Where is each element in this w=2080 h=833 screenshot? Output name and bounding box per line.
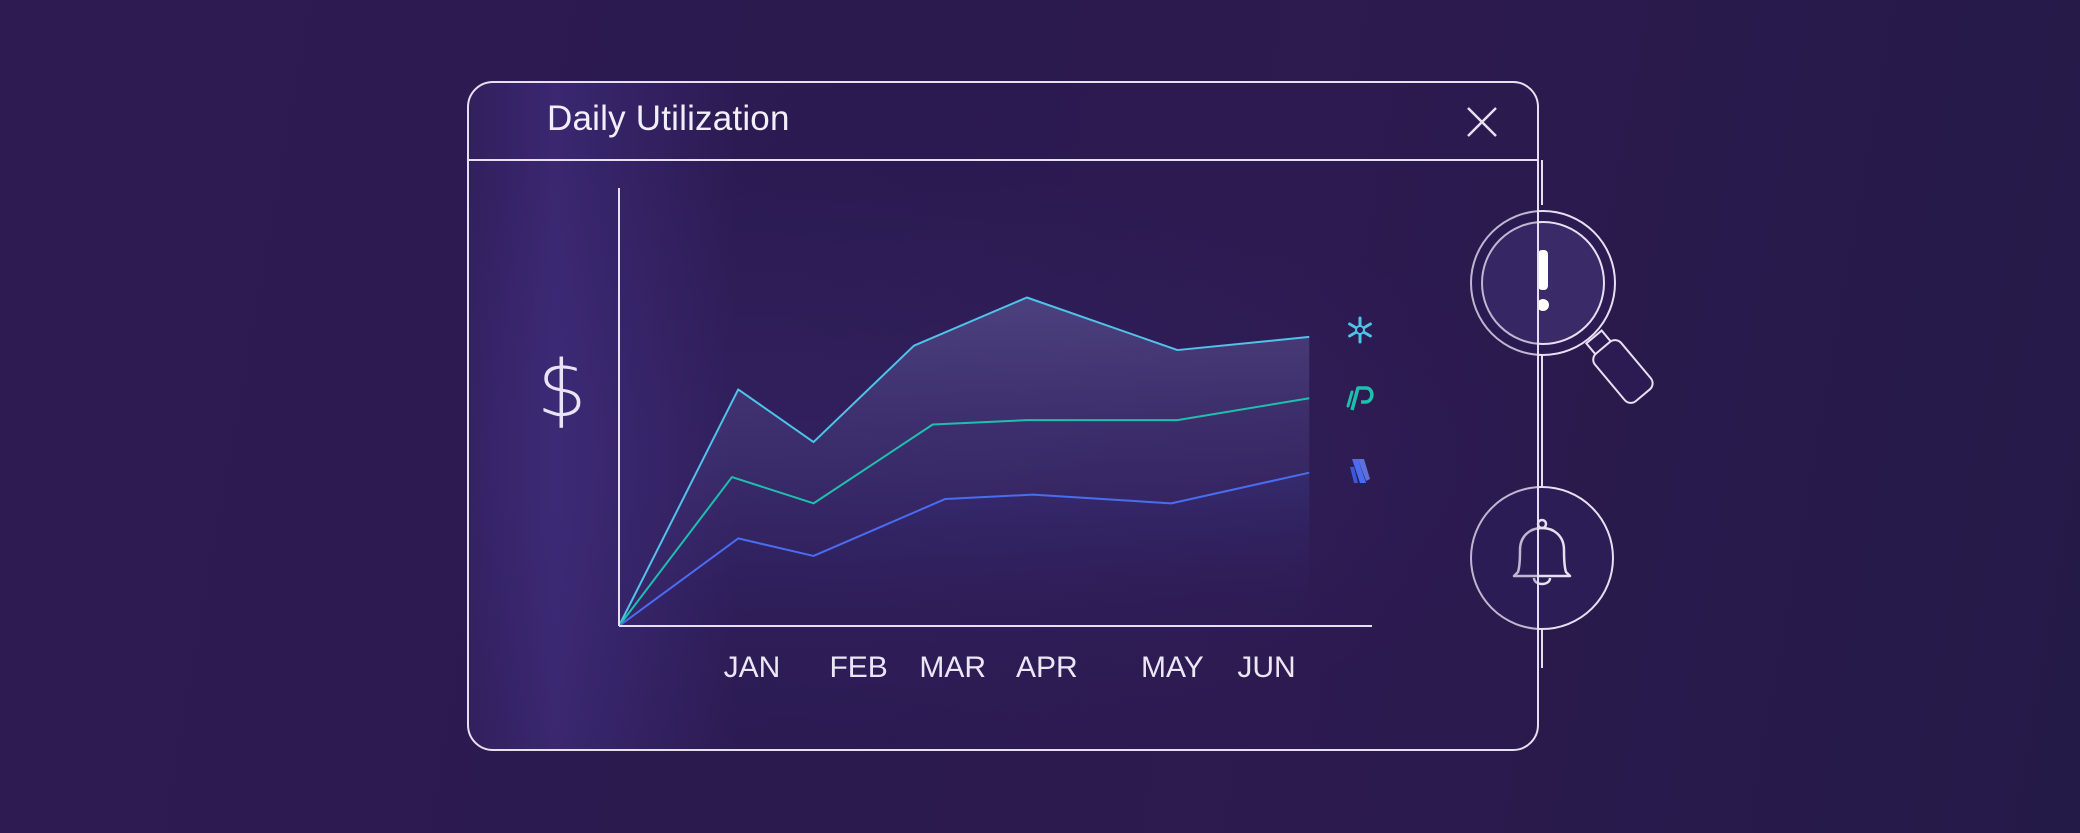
close-icon[interactable] — [1465, 105, 1499, 139]
x-tick-label-jan: JAN — [724, 651, 781, 684]
x-tick-label-mar: MAR — [919, 651, 986, 684]
x-tick-label-may: MAY — [1141, 651, 1204, 684]
p-logo-icon — [1346, 386, 1374, 411]
series-line-2 — [618, 397, 1310, 627]
page-title: Daily Utilization — [547, 99, 790, 138]
series-line-1 — [618, 296, 1310, 627]
x-tick-label-jun: JUN — [1237, 651, 1295, 684]
series-line-3 — [618, 471, 1310, 627]
series-area-fill — [619, 297, 1310, 626]
baseline-area-fill — [619, 472, 1310, 626]
stripes-logo-icon — [1350, 459, 1370, 483]
window-titlebar: Daily Utilization — [469, 83, 1537, 161]
utilization-window: Daily Utilization $ JAN FEB MAR APR MAY JUN — [467, 81, 1539, 751]
x-tick-label-apr: APR — [1016, 651, 1078, 684]
x-tick-label-feb: FEB — [829, 651, 887, 684]
line-chart: JAN FEB MAR APR MAY JUN — [618, 188, 1374, 684]
y-axis-label: $ — [537, 345, 587, 435]
snowflake-icon — [1348, 316, 1372, 344]
